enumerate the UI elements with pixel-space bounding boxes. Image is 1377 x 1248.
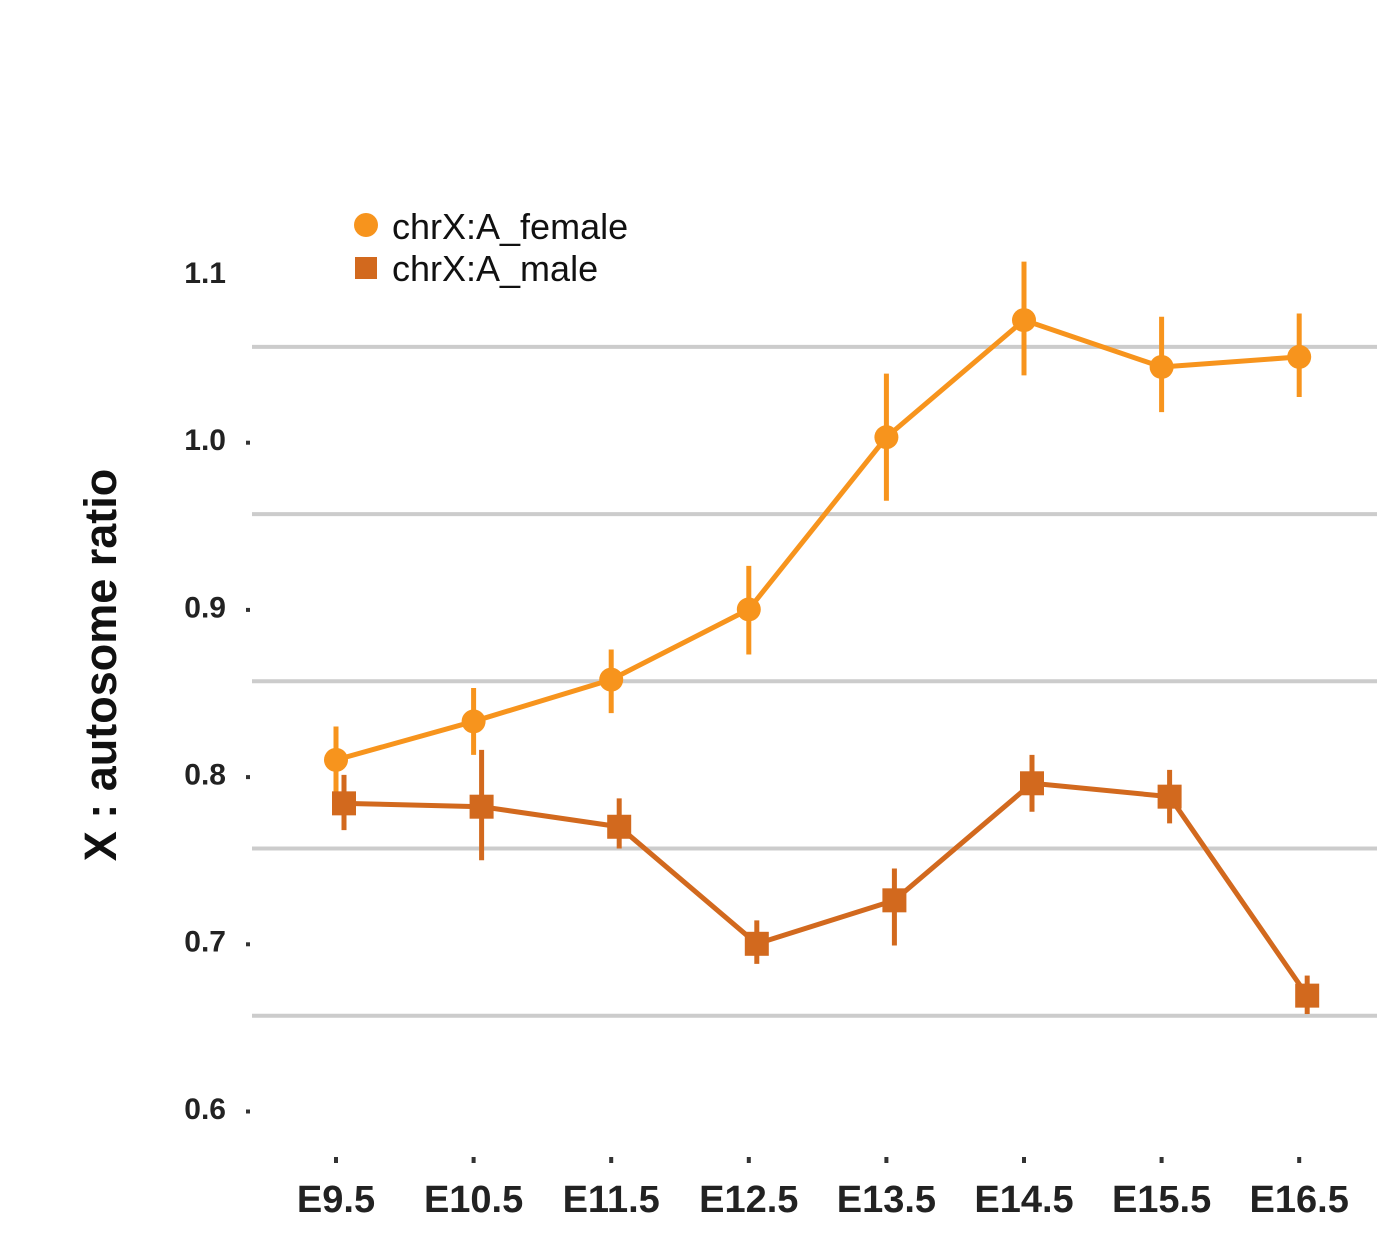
data-point (882, 888, 907, 913)
data-point (324, 747, 348, 772)
y-tick-mark (246, 1109, 250, 1114)
data-point (1287, 344, 1312, 369)
x-tick-mark (1159, 1157, 1164, 1163)
x-tick-mark (1022, 1157, 1026, 1163)
y-tick-mark (246, 440, 250, 445)
x-tick-mark (746, 1157, 751, 1163)
x-axis-ticks: E9.5 E10.5 E11.5 E12.5 E13.5 E14.5 E15.5 E16.5 (297, 1157, 1349, 1221)
data-point (874, 425, 899, 450)
data-point (332, 791, 356, 816)
y-tick-mark (246, 775, 250, 780)
legend-label-male: chrX:A_male (392, 248, 598, 289)
data-point (599, 667, 624, 692)
x-tick-label: E16.5 (1250, 1179, 1349, 1221)
series-line (335, 317, 1300, 763)
series-group (324, 261, 1320, 1015)
x-tick-label: E14.5 (974, 1179, 1073, 1221)
x-tick-mark (471, 1157, 476, 1163)
y-tick-label: 0.9 (184, 591, 226, 624)
y-axis-ticks: 0.6 0.7 0.8 0.9 1.0 1.1 (184, 257, 250, 1126)
legend-marker-female (354, 213, 378, 237)
grid-lines (252, 344, 1377, 1018)
x-tick-label: E13.5 (837, 1179, 936, 1221)
series-female (324, 261, 1312, 807)
data-point (607, 814, 632, 839)
series-male (332, 749, 1320, 1015)
data-point (744, 931, 769, 956)
data-point (736, 597, 761, 622)
legend-marker-male (355, 257, 377, 279)
data-point (1295, 983, 1320, 1008)
data-point (1012, 308, 1036, 333)
series-line (343, 780, 1310, 998)
data-point (461, 709, 486, 734)
x-tick-label: E10.5 (424, 1179, 523, 1221)
y-tick-mark (246, 607, 250, 612)
y-tick-label: 0.6 (184, 1093, 226, 1126)
y-tick-mark (246, 942, 250, 947)
x-tick-label: E11.5 (563, 1179, 660, 1221)
y-tick-label: 1.0 (184, 424, 226, 457)
y-tick-label: 0.8 (184, 759, 226, 792)
y-tick-label: 1.1 (184, 257, 226, 290)
data-point (1157, 784, 1182, 809)
x-tick-mark (884, 1157, 889, 1163)
legend-label-female: chrX:A_female (392, 206, 628, 247)
data-point (469, 794, 494, 819)
x-tick-mark (334, 1157, 338, 1163)
legend: chrX:A_female chrX:A_male (354, 206, 628, 289)
y-tick-label: 0.7 (184, 926, 226, 959)
data-point (1020, 771, 1044, 796)
x-tick-label: E12.5 (699, 1179, 798, 1221)
x-tick-label: E9.5 (297, 1179, 375, 1221)
x-tick-mark (609, 1157, 614, 1163)
x-tick-mark (1297, 1157, 1302, 1163)
data-point (1149, 354, 1174, 379)
x-tick-label: E15.5 (1112, 1179, 1211, 1221)
y-axis-title: X : autosome ratio (75, 469, 126, 862)
